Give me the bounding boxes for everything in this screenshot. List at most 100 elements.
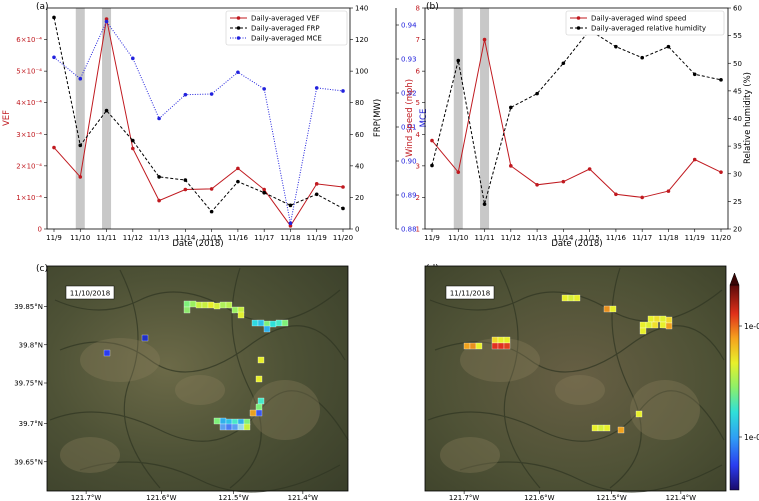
y-tick-label: 30 xyxy=(733,170,742,178)
plot-frame xyxy=(46,7,351,230)
x-axis: 11/9 11/10 11/11 11/12 11/13 11/14 11/15 11/16 1… xyxy=(424,229,731,242)
shade-band xyxy=(102,8,112,229)
shade-band xyxy=(480,8,490,229)
data-point xyxy=(509,105,513,110)
fire-pixel xyxy=(269,320,277,328)
fire-pixel xyxy=(225,301,233,309)
legend-label-mce: Daily-averaged MCE xyxy=(251,35,322,43)
legend-marker-rh xyxy=(576,26,581,30)
y-tick-label: 140 xyxy=(355,5,368,13)
data-point xyxy=(209,209,214,214)
fire-pixel xyxy=(103,349,111,357)
data-point xyxy=(236,70,240,75)
data-point xyxy=(561,61,566,66)
lat-tick-label: 39.65°N xyxy=(14,458,43,466)
x-tick-label: 11/15 xyxy=(580,234,600,242)
y-tick-label: 0.90 xyxy=(401,158,417,166)
fire-pixel xyxy=(213,302,221,310)
fire-pixel xyxy=(659,315,667,323)
panel-label: (c) xyxy=(36,264,48,274)
series-line xyxy=(53,17,344,213)
data-point xyxy=(692,157,697,162)
y-tick-label: 25 xyxy=(733,198,742,206)
y-tick-label: 80 xyxy=(355,99,364,107)
x-axis: 11/9 11/10 11/11 11/12 11/13 11/14 11/15 11/16 1… xyxy=(46,229,353,242)
y-tick-label: 0.93 xyxy=(401,56,417,64)
y-tick-label: 0 xyxy=(355,226,359,234)
data-point xyxy=(341,206,345,211)
fire-pixel xyxy=(639,327,647,335)
data-point xyxy=(52,15,56,20)
y-tick-label: 40 xyxy=(355,162,364,170)
fire-pixel xyxy=(255,403,263,411)
fire-pixel xyxy=(491,342,499,350)
fire-pixel xyxy=(225,423,233,431)
lat-tick-label: 39.8°N xyxy=(19,341,43,349)
legend-marker-wind xyxy=(576,16,581,20)
data-point xyxy=(78,175,83,179)
fire-pixel xyxy=(503,336,511,344)
fire-pixels xyxy=(103,300,289,431)
lon-tick-label: 121.6°W xyxy=(524,494,555,501)
y-tick-label: 55 xyxy=(733,32,742,40)
lon-tick-label: 121.5°W xyxy=(596,494,627,501)
legend-box xyxy=(225,10,348,46)
lon-tick-label: 121.5°W xyxy=(218,494,249,501)
fire-pixel xyxy=(219,423,227,431)
y-tick-label: 8 xyxy=(416,5,420,13)
fire-pixel xyxy=(249,409,257,417)
colorbar-extend-arrow xyxy=(729,272,740,286)
y-tick-label: 0 xyxy=(38,226,42,234)
x-tick-label: 11/12 xyxy=(501,234,521,242)
series-line xyxy=(53,18,344,227)
colorbar-tick-label: 1e-04 xyxy=(744,433,759,442)
x-tick-label: 11/16 xyxy=(228,234,249,242)
fire-pixel xyxy=(231,306,239,314)
data-point xyxy=(640,195,644,200)
date-label: 11/10/2018 xyxy=(70,290,110,298)
y-tick-label: 3×10⁻⁴ xyxy=(16,131,42,139)
shade-band xyxy=(75,8,85,229)
x-tick-label: 11/13 xyxy=(149,234,169,242)
y-axis-label-frp: FRP(MW) xyxy=(373,99,383,137)
fire-pixels xyxy=(463,294,673,434)
terrain-highlights xyxy=(60,338,320,473)
y-tick-label: 2 xyxy=(416,194,420,202)
fire-pixel xyxy=(603,305,611,313)
y-tick-label: 4×10⁻⁴ xyxy=(16,99,42,107)
lon-tick-label: 121.6°W xyxy=(146,494,177,501)
data-point xyxy=(314,182,319,186)
y-tick-label: 1 xyxy=(416,226,420,234)
map-frame xyxy=(424,265,727,492)
fire-pixel xyxy=(475,342,483,350)
fire-pixel xyxy=(219,417,227,425)
fire-pixel xyxy=(183,300,191,308)
fire-pixel xyxy=(195,301,203,309)
data-point xyxy=(131,56,135,61)
fire-pixel xyxy=(659,321,667,329)
fire-pixel xyxy=(597,424,605,432)
data-point xyxy=(314,86,319,90)
fire-pixel xyxy=(243,423,251,431)
data-point xyxy=(456,170,461,174)
y-axis-label-mce: MCE xyxy=(419,109,429,128)
data-point xyxy=(666,44,671,49)
fire-pixel xyxy=(469,342,477,350)
panel-label: (b) xyxy=(426,2,439,12)
fire-pixel xyxy=(651,321,659,329)
data-point xyxy=(157,175,161,179)
data-point xyxy=(614,44,618,49)
data-point xyxy=(157,116,161,121)
data-point xyxy=(666,189,671,193)
data-point xyxy=(535,183,539,187)
longitude-ticks: 121.7°W 121.6°W 121.5°W 121.4°W xyxy=(71,491,318,501)
fire-pixel xyxy=(567,294,575,302)
data-point xyxy=(288,221,293,226)
date-box-bg xyxy=(65,285,115,300)
x-tick-label: 11/9 xyxy=(424,234,440,242)
fire-pixel xyxy=(603,424,611,432)
y-tick-label: 5×10⁻⁴ xyxy=(16,68,42,76)
y-tick-label: 7 xyxy=(416,36,420,44)
series-line xyxy=(53,20,344,224)
y-tick-label: 0.91 xyxy=(401,124,417,132)
